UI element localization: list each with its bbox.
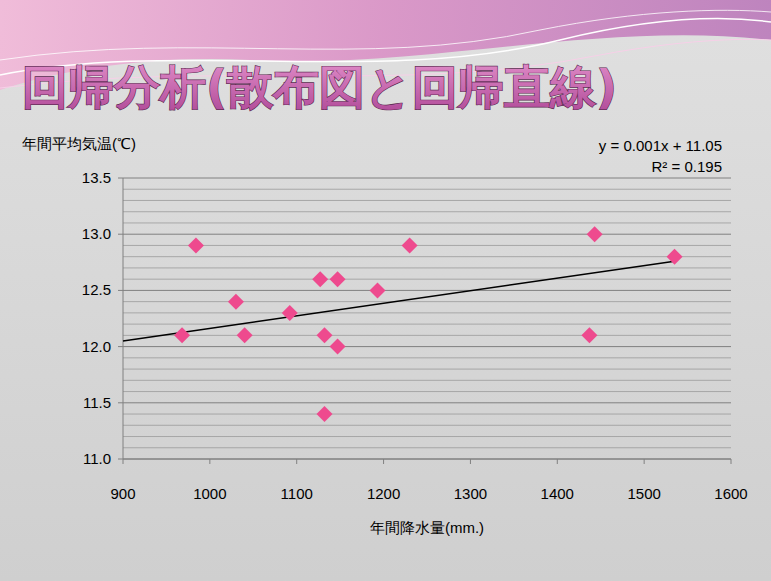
minor-grid-line xyxy=(123,301,731,302)
chart: 回帰分析(散布図と回帰直線) 11.0 11.5 12.0 12.5 13.0 13.5 90… xyxy=(0,0,771,581)
tick-label: 900 xyxy=(110,485,135,502)
grid-line xyxy=(123,178,731,179)
minor-grid-line xyxy=(123,335,731,336)
tick-label: 1300 xyxy=(454,485,487,502)
minor-grid-line xyxy=(123,256,731,257)
title: 回帰分析(散布図と回帰直線) xyxy=(22,60,617,114)
tick-label: 1200 xyxy=(367,485,400,502)
tick xyxy=(644,459,645,464)
y-axis-title: 年間平均気温(℃) xyxy=(22,135,136,152)
tick xyxy=(296,459,297,464)
plot-marks xyxy=(123,226,683,422)
point xyxy=(174,327,190,343)
tick xyxy=(118,234,123,235)
point xyxy=(369,282,385,298)
point xyxy=(228,294,244,310)
tick xyxy=(209,459,210,464)
point xyxy=(188,237,204,253)
tick xyxy=(118,346,123,347)
tick xyxy=(731,459,732,464)
minor-grid-line xyxy=(123,380,731,381)
tick xyxy=(118,290,123,291)
point xyxy=(402,237,418,253)
x-axis xyxy=(123,459,731,460)
point xyxy=(330,271,346,287)
tick xyxy=(470,459,471,464)
minor-grid-line xyxy=(123,436,731,437)
grid-line xyxy=(123,290,731,291)
tick-label: 1400 xyxy=(541,485,574,502)
minor-grid-line xyxy=(123,222,731,223)
tick-label: 12.0 xyxy=(82,338,111,355)
annotation: y = 0.001x + 11.05 xyxy=(599,137,722,154)
point xyxy=(312,271,328,287)
minor-grid-line xyxy=(123,324,731,325)
tick xyxy=(118,459,123,460)
tick xyxy=(557,459,558,464)
minor-grid-line xyxy=(123,414,731,415)
tick xyxy=(123,459,124,464)
minor-grid-line xyxy=(123,391,731,392)
grid-line xyxy=(123,459,731,460)
minor-grid-line xyxy=(123,200,731,201)
minor-grid-line xyxy=(123,245,731,246)
point xyxy=(237,327,253,343)
minor-grid-line xyxy=(123,279,731,280)
annotation: R² = 0.195 xyxy=(652,158,722,175)
tick-label: 1000 xyxy=(193,485,226,502)
minor-grid-line xyxy=(123,369,731,370)
tick-label: 1500 xyxy=(627,485,660,502)
point xyxy=(330,339,346,355)
grid-line xyxy=(123,402,731,403)
point xyxy=(282,305,298,321)
tick-label: 11.0 xyxy=(83,450,111,467)
minor-grid-line xyxy=(123,447,731,448)
point xyxy=(317,406,333,422)
tick xyxy=(383,459,384,464)
grid-line xyxy=(123,234,731,235)
minor-grid-line xyxy=(123,211,731,212)
tick-label: 13.5 xyxy=(82,169,111,186)
decoration xyxy=(0,10,771,60)
minor-grid-line xyxy=(123,267,731,268)
point xyxy=(587,226,603,242)
tick-label: 11.5 xyxy=(83,394,111,411)
minor-grid-line xyxy=(123,189,731,190)
x-axis-title: 年間降水量(mm.) xyxy=(370,519,484,536)
tick xyxy=(118,402,123,403)
grid-line xyxy=(123,346,731,347)
y-axis xyxy=(123,178,124,459)
minor-grid-line xyxy=(123,357,731,358)
point xyxy=(667,249,683,265)
trendline xyxy=(123,261,675,341)
tick-label: 13.0 xyxy=(82,225,111,242)
tick xyxy=(118,178,123,179)
minor-grid-line xyxy=(123,312,731,313)
minor-grid-line xyxy=(123,425,731,426)
tick-label: 1100 xyxy=(281,485,313,502)
background xyxy=(0,0,771,581)
tick-label: 1600 xyxy=(714,485,747,502)
point xyxy=(317,327,333,343)
tick-label: 12.5 xyxy=(82,281,111,298)
point xyxy=(581,327,597,343)
